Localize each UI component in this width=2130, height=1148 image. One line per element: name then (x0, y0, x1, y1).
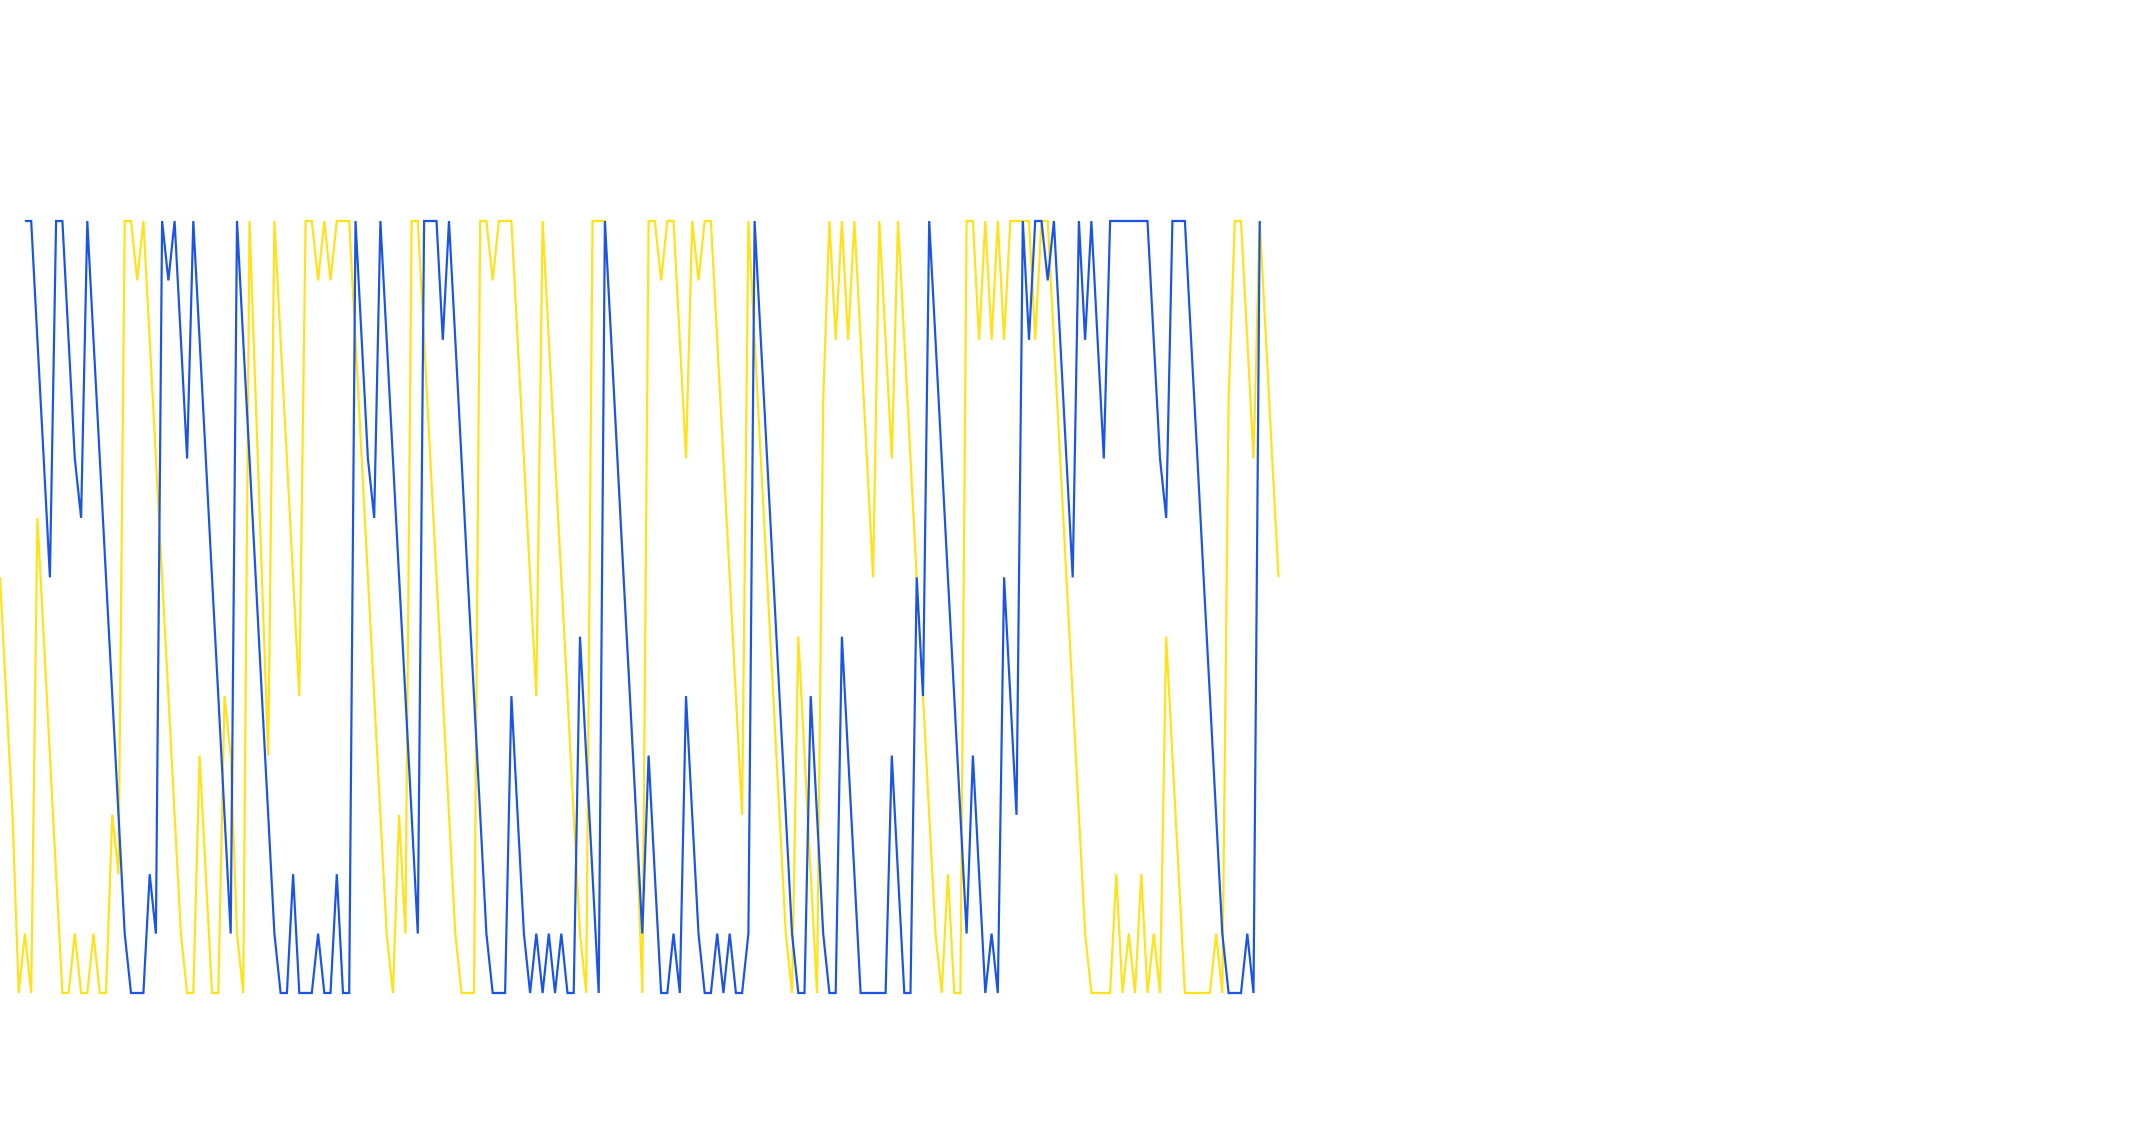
series-layer (0, 219, 1280, 995)
series-line-2 (24, 219, 1261, 995)
series-line-1 (0, 219, 1280, 995)
